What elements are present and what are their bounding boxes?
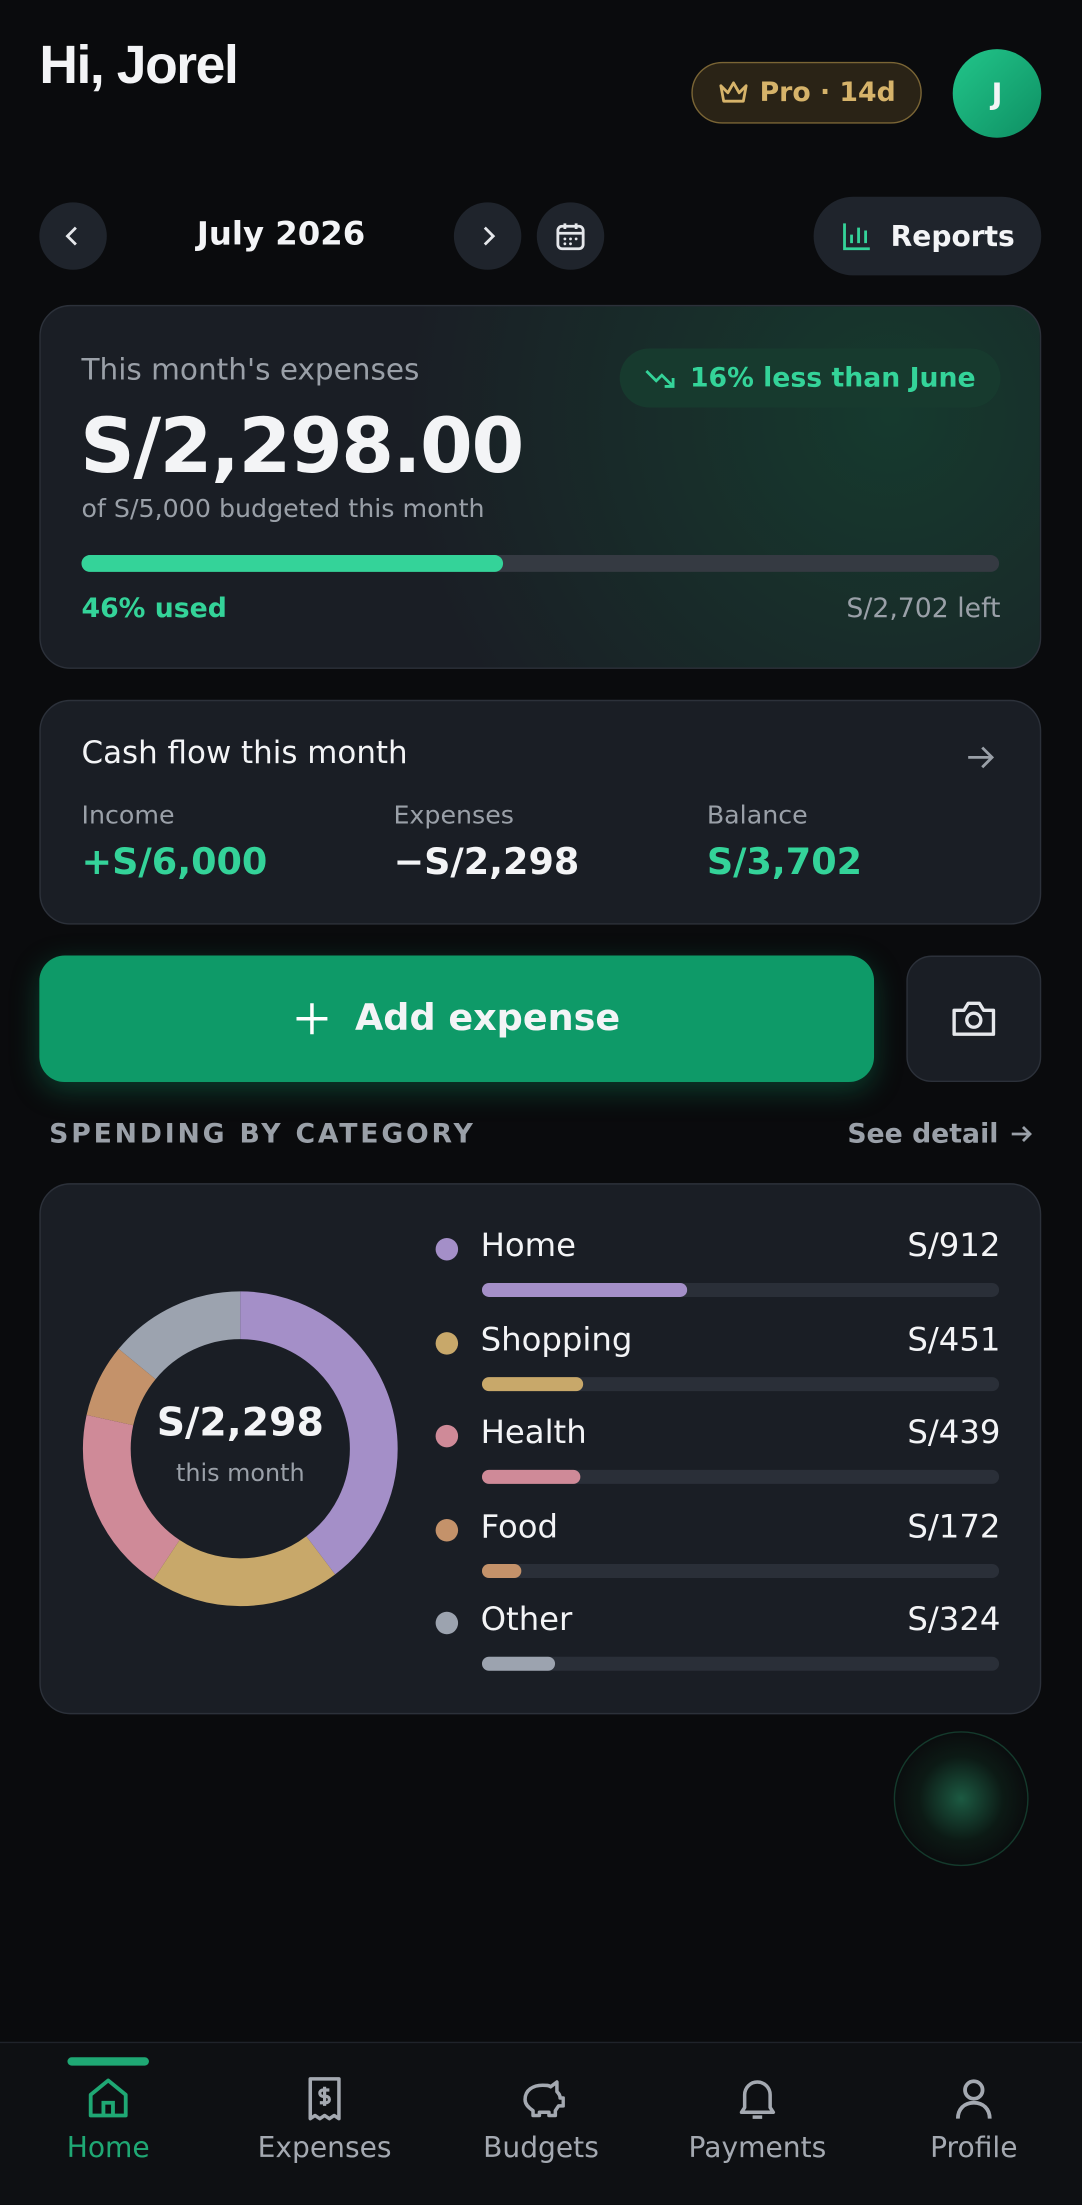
nav-item[interactable]: Home — [10, 2074, 207, 2186]
prev-month[interactable] — [39, 202, 107, 270]
category-track — [481, 1563, 1000, 1578]
income-value: +S/6,000 — [81, 841, 268, 884]
pro-badge[interactable]: Pro · 14d — [691, 61, 922, 124]
see-detail-link[interactable]: See detail — [847, 1118, 1032, 1150]
camera-button[interactable] — [906, 955, 1042, 1083]
legend-dot — [435, 1237, 459, 1261]
nav-label: Budgets — [483, 2130, 599, 2165]
trend-icon — [645, 369, 675, 388]
chevron-right — [483, 226, 496, 246]
nav-item[interactable]: Payments — [659, 2074, 856, 2186]
donut-chart: S/2,298 this month — [82, 1291, 398, 1607]
donut-segment — [82, 1291, 398, 1607]
legend-dot — [435, 1611, 459, 1635]
donut-segment — [82, 1291, 398, 1607]
legend-dot — [435, 1518, 459, 1541]
nav-item[interactable]: Expenses — [226, 2074, 423, 2186]
crown-icon — [718, 81, 747, 103]
chevron-left — [65, 226, 77, 246]
category-bar — [481, 1563, 521, 1578]
category-name: Health — [480, 1415, 587, 1452]
trend-pill: 16% less than June — [619, 348, 1001, 408]
arrow-icon — [1011, 1125, 1032, 1143]
nav-label: Home — [66, 2130, 150, 2165]
floating-glow-button[interactable] — [893, 1731, 1029, 1867]
nav-item[interactable]: Budgets — [443, 2074, 640, 2186]
reports-text: Reports — [890, 219, 1015, 253]
balance-label: Balance — [706, 800, 808, 831]
legend-dot — [435, 1331, 459, 1354]
donut-segment — [82, 1291, 398, 1607]
nav-icon — [523, 2080, 565, 2118]
calendar-button[interactable] — [536, 202, 605, 270]
bottom-nav: Home Expenses Budgets Payments Profile — [0, 2041, 1082, 2205]
add-expense-text: Add expense — [355, 997, 621, 1040]
category-bar — [481, 1282, 688, 1297]
category-name: Food — [480, 1508, 559, 1546]
calendar-icon — [556, 223, 585, 251]
reports-icon — [842, 223, 870, 251]
expenses-value: −S/2,298 — [393, 841, 580, 884]
nav-item[interactable]: Profile — [875, 2074, 1072, 2186]
reports-button[interactable]: Reports — [813, 196, 1042, 276]
spending-heading: SPENDING BY CATEGORY — [49, 1118, 476, 1150]
donut-caption: this month — [176, 1459, 305, 1487]
summary-card: This month's expenses 16% less than June… — [39, 304, 1042, 669]
budget-note: of S/5,000 budgeted this month — [81, 494, 485, 525]
nav-label: Payments — [688, 2130, 827, 2165]
nav-icon — [88, 2078, 128, 2118]
active-indicator — [67, 2057, 149, 2066]
category-name: Other — [480, 1601, 573, 1639]
category-bar — [481, 1656, 555, 1671]
category-track — [481, 1376, 1000, 1391]
nav-icon — [308, 2077, 341, 2121]
budget-used-bar — [81, 555, 504, 572]
category-amount: S/324 — [907, 1601, 1001, 1639]
see-detail-text: See detail — [847, 1118, 999, 1150]
camera-icon — [952, 1001, 996, 1036]
plus-icon — [296, 1003, 327, 1035]
category-bar — [481, 1469, 581, 1484]
left-label: S/2,702 left — [846, 592, 1001, 624]
category-name: Home — [480, 1228, 577, 1265]
cash-flow-title: Cash flow this month — [81, 736, 408, 772]
arrow-icon — [968, 746, 995, 769]
category-amount: S/172 — [907, 1508, 1001, 1546]
nav-label: Profile — [930, 2130, 1018, 2165]
expenses-label: Expenses — [393, 800, 514, 831]
nav-label: Expenses — [257, 2130, 392, 2165]
category-bar — [481, 1376, 584, 1391]
category-amount: S/439 — [907, 1415, 1001, 1452]
nav-icon — [739, 2080, 776, 2119]
nav-icon — [955, 2079, 992, 2119]
donut-total: S/2,298 — [157, 1399, 324, 1445]
badge-text: Pro · 14d — [759, 77, 896, 109]
income-label: Income — [81, 800, 175, 831]
cash-flow-card[interactable]: Cash flow this month Income +S/6,000 Exp… — [39, 699, 1042, 925]
category-amount: S/912 — [907, 1228, 1001, 1265]
trend-text: 16% less than June — [689, 362, 976, 394]
summary-title: This month's expenses — [81, 352, 420, 387]
expense-amount: S/2,298.00 — [80, 401, 524, 491]
category-card: S/2,298 this month Home S/912 Shopping S/45… — [39, 1183, 1042, 1715]
category-track — [481, 1656, 1000, 1671]
next-month[interactable] — [453, 202, 522, 270]
budget-track — [81, 555, 1000, 572]
greeting: Hi, Jorel — [39, 36, 238, 96]
category-track — [481, 1469, 1000, 1484]
used-label: 46% used — [81, 592, 227, 624]
balance-value: S/3,702 — [706, 841, 863, 884]
avatar[interactable]: J — [952, 49, 1042, 138]
category-amount: S/451 — [907, 1321, 1001, 1359]
category-name: Shopping — [480, 1321, 633, 1359]
add-expense-button[interactable]: Add expense — [39, 955, 875, 1083]
legend-dot — [435, 1424, 459, 1448]
category-track — [481, 1282, 1000, 1297]
month-label: July 2026 — [196, 216, 366, 253]
